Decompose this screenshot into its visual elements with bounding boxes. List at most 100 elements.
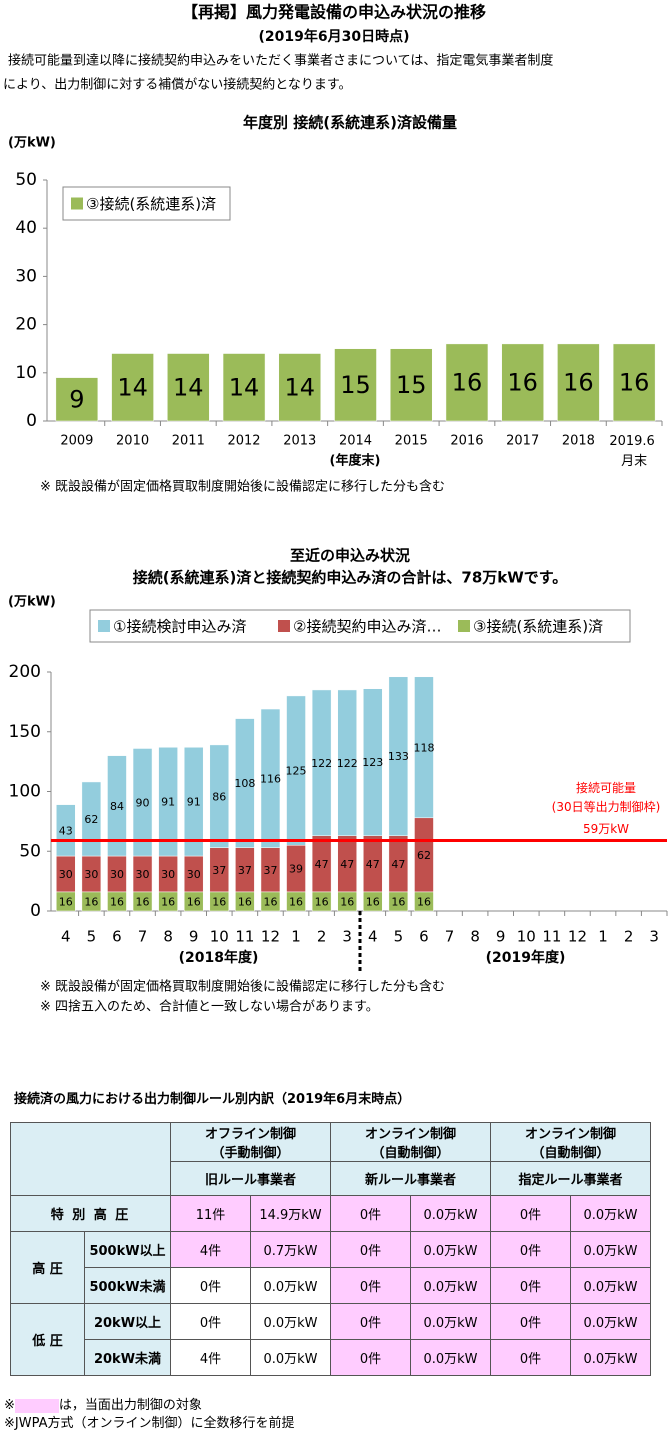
bar-label: 125: [286, 765, 307, 778]
bar-label: 39: [289, 863, 303, 876]
bar: [111, 353, 154, 422]
legend-swatch: [278, 620, 290, 632]
y-tick-label: 20: [15, 315, 37, 335]
x-tick-label: 10: [517, 928, 536, 946]
legend-label: ①接続検討申込み済: [113, 618, 246, 636]
y-tick-label: 40: [15, 218, 37, 238]
x-tick-label: 2015: [395, 434, 428, 449]
y-axis-label: (万kW): [8, 136, 56, 151]
y-tick-label: 150: [9, 722, 41, 742]
column-group-line: オンライン制御: [524, 1127, 616, 1142]
row: 高 圧 500kW以上 4件 0.7万kW 0件 0.0万kW 0件 0.0万kW: [10, 1231, 651, 1304]
cell: 0件: [170, 1267, 251, 1304]
y-tick-label: 0: [30, 901, 41, 921]
x-tick-label: 2019.6 月末: [609, 434, 659, 469]
cell: 0件: [330, 1231, 411, 1268]
x-tick-label: 11: [235, 928, 254, 946]
cell: 0件: [330, 1195, 411, 1232]
bar-label: 37: [212, 864, 226, 877]
x-tick-label: 2009: [60, 434, 93, 449]
cell: 4件: [170, 1231, 251, 1268]
bar-label: 14: [284, 373, 315, 401]
bar-label: 16: [212, 895, 226, 908]
bar-label: 47: [315, 858, 329, 871]
bar-label: 122: [311, 757, 332, 770]
y-axis-label: (万kW): [8, 595, 56, 610]
x-tick-label: 9: [496, 928, 506, 946]
header-row: オフライン制御 （手動制御） オンライン制御 （自動制御） オンライン制御 （自動制御）: [10, 1122, 651, 1196]
chart-note: ※ 四捨五入のため、合計値と一致しない場合があります。: [40, 999, 379, 1015]
x-tick-label: 6: [419, 928, 429, 946]
cell: 0.0万kW: [250, 1339, 331, 1376]
y-tick-label: 0: [26, 411, 37, 431]
bar: [209, 744, 230, 848]
bar-label: 30: [110, 868, 124, 881]
corner: [10, 1122, 171, 1196]
bar-label: 118: [413, 741, 434, 754]
column-group-line: オフライン制御: [204, 1127, 296, 1142]
x-tick-label: 2014: [339, 434, 372, 449]
bar-label: 43: [59, 824, 73, 837]
cell: 0件: [490, 1231, 571, 1268]
bar: [388, 676, 409, 836]
bar: [337, 689, 357, 836]
bar-label: 16: [238, 895, 252, 908]
x-tick-label: 2013: [283, 434, 316, 449]
cell: 0.0万kW: [410, 1267, 491, 1304]
legend-label: ③接続(系統連系)済: [86, 195, 216, 213]
bar: [557, 343, 600, 422]
chart-subtitle: 接続(系統連系)済と接続契約申込み済の合計は、78万kWです。: [133, 569, 568, 587]
bar-label: 16: [391, 895, 405, 908]
legend-label: ③接続(系統連系)済: [473, 618, 603, 636]
bar-label: 47: [366, 858, 380, 871]
bar-label: 15: [340, 371, 371, 399]
column-rule: 新ルール事業者: [330, 1161, 491, 1196]
x-tick-line: 月末: [621, 454, 647, 469]
reference-label: 接続可能量: [576, 780, 636, 795]
cell: 0件: [490, 1303, 571, 1340]
bar-label: 16: [136, 895, 150, 908]
bar: [334, 348, 377, 422]
bar: [183, 747, 204, 857]
legend-swatch: [98, 620, 110, 632]
row-label: 特 別 高 圧: [10, 1195, 171, 1232]
row: 500kW未満 0件 0.0万kW 0件 0.0万kW 0件 0.0万kW: [11, 1267, 651, 1304]
row-label: 500kW以上: [84, 1231, 171, 1268]
row-group-label: 高 圧: [10, 1231, 85, 1304]
x-tick-label: 5: [394, 928, 404, 946]
table-note: ※ は，当面出力制御の対象: [4, 1394, 202, 1413]
table: オフライン制御 （手動制御） オンライン制御 （自動制御） オンライン制御 （自動制御）旧…: [10, 1122, 651, 1376]
legend-box: [62, 186, 231, 221]
legend-label: ②接続契約申込み済…: [293, 618, 441, 636]
bar-label: 116: [260, 772, 281, 785]
bar: [311, 689, 332, 836]
bar-label: 16: [84, 895, 98, 908]
legend-swatch: [71, 197, 83, 210]
bar-label: 86: [212, 790, 226, 803]
y-tick-label: 50: [19, 841, 41, 861]
bar: [363, 688, 383, 836]
bar-label: 16: [340, 895, 354, 908]
bar-label: 133: [388, 750, 409, 763]
bar-label: 16: [315, 895, 329, 908]
x-tick-label: 2: [317, 928, 327, 946]
column-group-line: （自動制御）: [531, 1146, 610, 1161]
row-label: 500kW未満: [84, 1267, 171, 1304]
cell: 0.0万kW: [570, 1339, 651, 1376]
column-group-line: （手動制御）: [211, 1146, 290, 1161]
bar: [81, 781, 102, 857]
cell: 0件: [330, 1267, 411, 1304]
cell: 0件: [170, 1303, 251, 1340]
bar: [55, 377, 99, 422]
bar-label: 16: [110, 895, 124, 908]
cell: 0.0万kW: [250, 1303, 331, 1340]
x-tick-line: 2019.6: [609, 434, 659, 449]
bar-label: 90: [136, 796, 150, 809]
cell: 0.0万kW: [570, 1267, 651, 1304]
highlight-swatch: [14, 1398, 59, 1413]
period-label: (2019年度): [486, 949, 566, 966]
bar-label: 14: [229, 373, 260, 401]
bar: [414, 676, 434, 819]
x-tick-label: 8: [470, 928, 480, 946]
bar-label: 30: [84, 868, 98, 881]
